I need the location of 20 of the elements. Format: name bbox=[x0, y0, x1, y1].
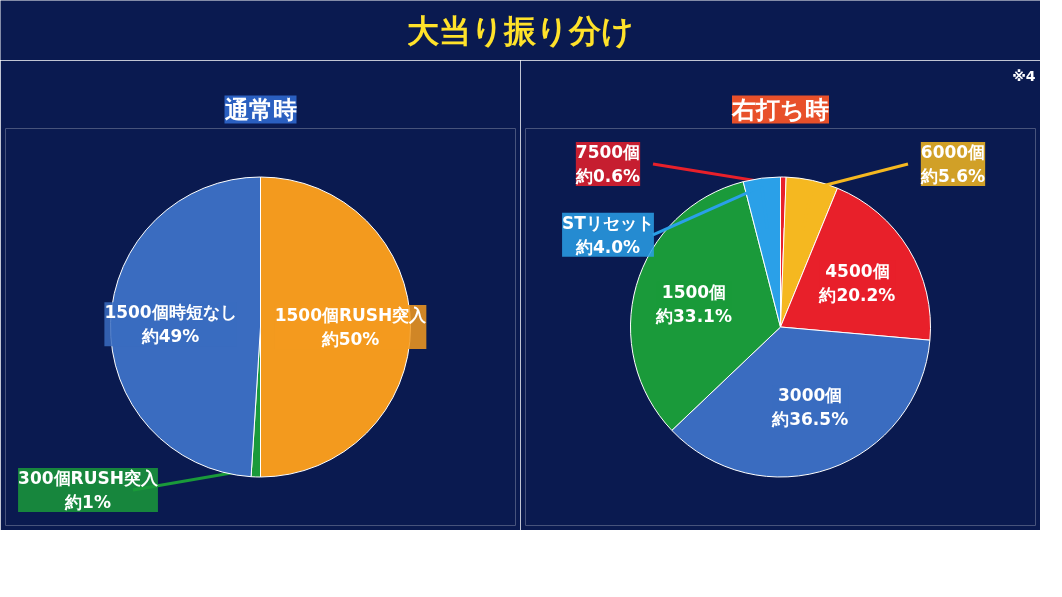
data-label: 約20.2% bbox=[818, 284, 896, 305]
text: ※4 bbox=[1012, 67, 1036, 84]
slice-label: 4500個 bbox=[825, 260, 890, 281]
slice-label: STリセット bbox=[562, 212, 654, 233]
text: 大当り振り分け bbox=[407, 11, 634, 50]
data-label: 約33.1% bbox=[655, 305, 732, 326]
slice-label: 300個RUSH突入 bbox=[18, 468, 159, 489]
slice-label: 1500個RUSH突入 bbox=[274, 305, 428, 325]
chart-title: 右打ち時 bbox=[731, 95, 829, 124]
chart-title: 通常時 bbox=[223, 95, 297, 124]
slice-label: 7500個 bbox=[575, 141, 641, 162]
slice-label: 1500個時短なし bbox=[104, 302, 237, 323]
slice-label: 6000個 bbox=[920, 141, 986, 162]
slice-label: 3000個 bbox=[778, 385, 843, 406]
slice-label: 1500個 bbox=[661, 281, 727, 302]
data-label: 約36.5% bbox=[771, 409, 849, 430]
data-label: 約49% bbox=[140, 326, 200, 347]
data-label: 約50% bbox=[320, 329, 380, 349]
data-label: 約4.0% bbox=[574, 236, 641, 257]
data-label: 約1% bbox=[64, 492, 111, 513]
